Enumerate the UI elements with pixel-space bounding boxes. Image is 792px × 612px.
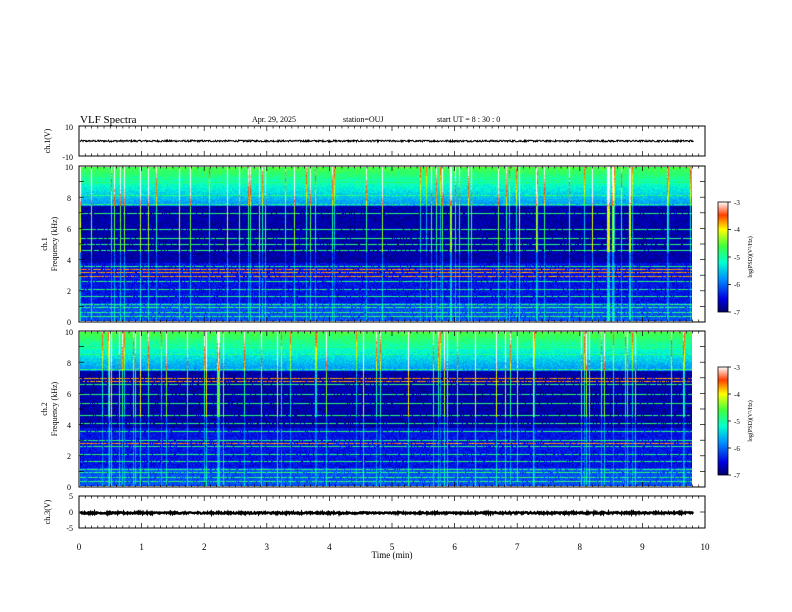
cb2-tick-m4: -4 bbox=[734, 391, 740, 399]
ch3-waveform-ylabel: ch.3(V) bbox=[43, 499, 52, 524]
cb2-tick-m7: -7 bbox=[734, 472, 740, 480]
cb2-tick-m6: -6 bbox=[734, 445, 740, 453]
xtick-label-3: 3 bbox=[265, 542, 270, 552]
ch2-ylabel-frequency: Frequency (kHz) bbox=[50, 381, 59, 436]
ch1-ylabel-frequency: Frequency (kHz) bbox=[50, 216, 59, 271]
ch1-waveform-panel: 10 -10 ch.1(V) bbox=[43, 123, 706, 162]
ch1-waveform-ticks bbox=[78, 125, 706, 157]
ch1-waveform-ylabel: ch.1(V) bbox=[43, 128, 52, 153]
start-time-label: start UT = 8 : 30 : 0 bbox=[437, 115, 500, 124]
figure-title: VLF Spectra bbox=[80, 114, 137, 126]
cb2-label: log(PSD)(V²/Hz) bbox=[747, 400, 754, 441]
ch2-ylabel-channel: ch.2 bbox=[40, 402, 49, 416]
x-tick-labels: 0 1 2 3 4 5 6 7 8 9 10 bbox=[77, 542, 710, 552]
ch3-waveform-panel: 5 0 -5 ch.3(V) bbox=[43, 492, 706, 533]
ch3-waveform-ticks bbox=[78, 495, 706, 529]
cb1-tick-m6: -6 bbox=[734, 281, 740, 289]
ch1-ytick-8: 8 bbox=[67, 194, 71, 203]
xtick-label-7: 7 bbox=[515, 542, 520, 552]
ch2-ytick-4: 4 bbox=[67, 421, 71, 430]
ch1-colorbar: -3 -4 -5 -6 -7 log(PSD)(V²/Hz) bbox=[717, 199, 754, 317]
ch1-ylabel-channel: ch.1 bbox=[40, 237, 49, 251]
xtick-label-2: 2 bbox=[202, 542, 207, 552]
xtick-label-4: 4 bbox=[327, 542, 332, 552]
ch2-ytick-0: 0 bbox=[67, 483, 71, 492]
ch1-waveform-ytick-bottom: -10 bbox=[62, 153, 73, 162]
xtick-label-0: 0 bbox=[77, 542, 82, 552]
cb1-tick-m7: -7 bbox=[734, 309, 740, 317]
cb1-tick-m5: -5 bbox=[734, 254, 740, 262]
ch1-spectrogram-image bbox=[80, 167, 692, 321]
xtick-label-5: 5 bbox=[390, 542, 395, 552]
ch2-spectrogram-image bbox=[80, 332, 692, 486]
ch3-ytick-bottom: -5 bbox=[66, 524, 73, 533]
ch1-ytick-6: 6 bbox=[67, 225, 71, 234]
cb1-label: log(PSD)(V²/Hz) bbox=[747, 236, 754, 277]
station-label: station=OUJ bbox=[343, 115, 384, 124]
xtick-label-1: 1 bbox=[139, 542, 144, 552]
ch1-ytick-10: 10 bbox=[65, 163, 73, 172]
date-label: Apr. 29, 2025 bbox=[252, 115, 296, 124]
xtick-label-10: 10 bbox=[701, 542, 711, 552]
ch3-waveform-trace bbox=[79, 508, 694, 518]
ch1-spectrogram-ticks bbox=[78, 165, 706, 323]
ch2-ytick-6: 6 bbox=[67, 390, 71, 399]
ch2-spectrogram-ticks bbox=[78, 330, 706, 488]
ch3-ytick-mid: 0 bbox=[69, 508, 73, 517]
xtick-label-6: 6 bbox=[452, 542, 457, 552]
ch2-ytick-8: 8 bbox=[67, 359, 71, 368]
xtick-label-8: 8 bbox=[578, 542, 583, 552]
ch1-spectrogram-panel: 0 2 4 6 8 10 ch.1 Frequency (kHz) bbox=[40, 163, 706, 327]
ch1-ytick-2: 2 bbox=[67, 287, 71, 296]
ch1-ytick-4: 4 bbox=[67, 256, 71, 265]
ch2-colorbar: -3 -4 -5 -6 -7 log(PSD)(V²/Hz) bbox=[717, 364, 754, 480]
xtick-label-9: 9 bbox=[640, 542, 645, 552]
ch2-ytick-2: 2 bbox=[67, 452, 71, 461]
ch2-ytick-10: 10 bbox=[65, 328, 73, 337]
cb2-tick-m3: -3 bbox=[734, 364, 740, 372]
ch3-ytick-top: 5 bbox=[69, 492, 73, 501]
cb2-tick-m5: -5 bbox=[734, 418, 740, 426]
ch2-spectrogram-panel: 0 2 4 6 8 10 ch.2 Frequency (kHz) bbox=[40, 328, 706, 492]
ch1-waveform-ytick-top: 10 bbox=[65, 123, 73, 132]
cb1-tick-m3: -3 bbox=[734, 199, 740, 207]
cb1-tick-m4: -4 bbox=[734, 226, 740, 234]
ch1-ytick-0: 0 bbox=[67, 318, 71, 327]
ch1-waveform-trace bbox=[79, 138, 694, 144]
x-axis-label: Time (min) bbox=[372, 550, 413, 560]
